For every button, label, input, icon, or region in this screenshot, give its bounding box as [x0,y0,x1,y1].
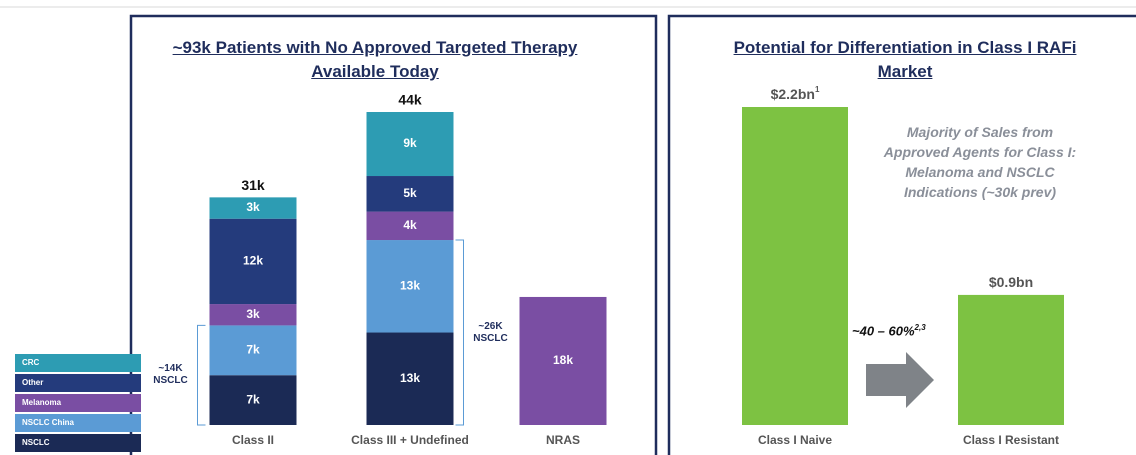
data-label: 7k [246,392,260,406]
annotation: ~14K NSCLC [153,363,188,387]
legend-label: Other [22,378,43,387]
bar-segment [366,176,454,212]
bar-segment [209,375,297,425]
bar-segment [209,218,297,305]
bar-segment [209,197,297,219]
arrow-label-superscript: 2,3 [914,323,926,332]
data-label: 7k [246,342,260,356]
note: Majority of Sales from Approved Agents f… [883,124,1077,200]
data-label: $0.9bn [989,274,1033,290]
arrow [866,352,934,408]
arrow-label: ~40 – 60% [852,323,915,339]
bar-segment [519,296,607,425]
legend-swatch [15,414,141,432]
x-tick-label: NRAS [546,433,580,447]
bar-segment [366,332,454,425]
data-label: $2.2bn1 [771,85,820,102]
chart-title: ~93k Patients with No Approved Targeted … [172,38,578,81]
chart-title: Potential for Differentiation in Class I… [733,38,1077,81]
x-tick-label: Class II [232,433,274,447]
bar-segment [366,240,454,333]
annotation: ~26K NSCLC [473,320,508,344]
total-label: 44k [398,92,422,108]
bar [958,294,1064,425]
bracket [455,239,464,426]
legend-label: Melanoma [22,398,62,407]
legend-swatch [15,434,141,452]
data-label: 9k [403,136,417,150]
data-label: 13k [400,371,420,385]
x-tick-label: Class I Resistant [963,433,1059,447]
bar-segment [209,304,297,326]
arrow-label-group: ~40 – 60%2,3 [852,323,926,338]
total-label: 31k [241,177,265,193]
bar [742,107,848,425]
data-label-text: $0.9bn [989,274,1033,290]
bar-segment [366,112,454,177]
left-panel [129,14,658,455]
data-label: 12k [243,254,263,268]
legend-swatch [15,374,141,392]
data-label: 18k [553,353,573,367]
legend-label: NSCLC [22,438,50,447]
data-label: 13k [400,278,420,292]
data-label-text: $2.2bn [771,86,815,102]
data-label: 3k [246,200,260,214]
x-tick-label: Class I Naive [758,433,832,447]
legend-label: NSCLC China [22,418,75,427]
bar-segment [209,325,297,376]
right-panel [667,14,1136,455]
bracket [197,324,206,426]
x-tick-label: Class III + Undefined [351,433,469,447]
data-label: 3k [246,307,260,321]
legend-label: CRC [22,358,40,367]
data-label: 5k [403,186,417,200]
legend-swatch [15,394,141,412]
data-label: 4k [403,218,417,232]
bar-segment [366,211,454,241]
data-label-superscript: 1 [815,85,820,94]
legend-swatch [15,354,141,372]
